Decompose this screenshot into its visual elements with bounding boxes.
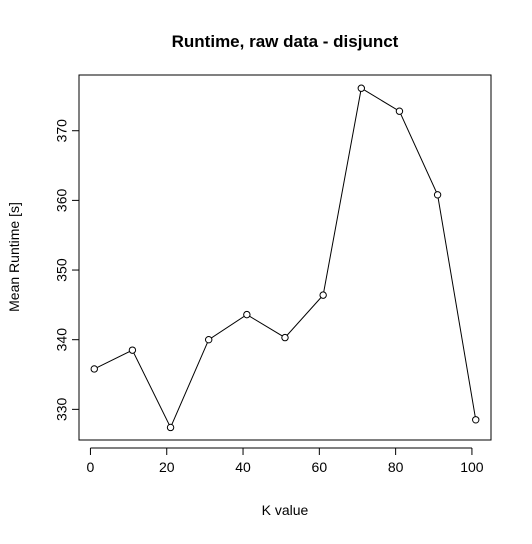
data-point	[433, 191, 442, 199]
y-tick-label: 370	[54, 119, 70, 143]
y-axis-label: Mean Runtime [s]	[6, 202, 22, 312]
y-tick-label: 330	[54, 397, 70, 421]
x-axis-label: K value	[262, 502, 309, 518]
data-point	[357, 84, 365, 92]
x-tick-label: 20	[159, 459, 175, 475]
x-tick-label: 40	[235, 459, 251, 475]
y-tick-label: 360	[54, 188, 70, 212]
y-tick-label: 350	[54, 258, 70, 282]
data-point	[166, 423, 175, 432]
data-point	[90, 365, 98, 373]
data-point	[472, 416, 480, 424]
data-point	[128, 346, 137, 354]
plot-frame	[78, 74, 492, 441]
x-tick-label: 60	[312, 459, 328, 475]
data-point	[281, 333, 289, 342]
y-tick-label: 340	[54, 328, 70, 352]
x-axis: 0 20 40 60 80 100	[87, 447, 484, 475]
series-points	[90, 84, 480, 432]
y-axis: 330 340 350 360 370	[54, 119, 80, 421]
data-point	[205, 335, 213, 344]
x-tick-label: 100	[460, 459, 484, 475]
series-line	[94, 87, 477, 429]
chart-title: Runtime, raw data - disjunct	[172, 32, 399, 51]
data-point	[319, 291, 327, 299]
data-point	[395, 107, 404, 115]
x-tick-label: 0	[87, 459, 95, 475]
x-tick-label: 80	[388, 459, 404, 475]
data-point	[243, 310, 251, 319]
